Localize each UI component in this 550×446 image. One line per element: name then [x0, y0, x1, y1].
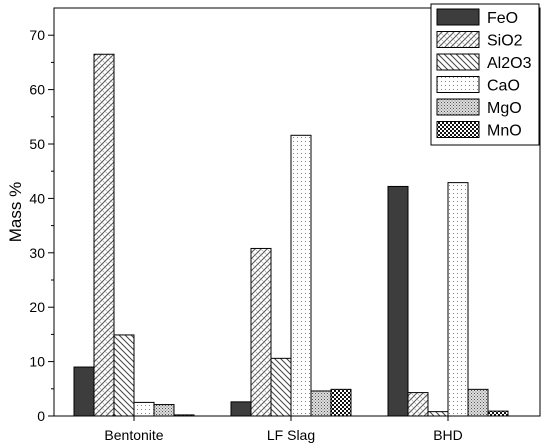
- bar-mgo-bhd: [467, 388, 489, 417]
- bar-al2o3-lf-slag: [270, 357, 292, 417]
- bar-feo-lf-slag: [230, 401, 252, 417]
- legend-label-feo: FeO: [487, 10, 518, 27]
- bar-cao-lf-slag: [290, 134, 312, 417]
- y-axis-title: Mass %: [6, 182, 25, 242]
- legend-swatch-mno: [436, 121, 480, 138]
- x-tick-label-bhd: BHD: [433, 427, 463, 443]
- y-tick-label: 10: [29, 354, 45, 370]
- legend-label-mgo: MgO: [487, 100, 522, 117]
- plot-frame: [53, 7, 541, 417]
- bar-mno-lf-slag: [330, 388, 352, 417]
- bar-sio2-lf-slag: [250, 247, 272, 417]
- legend-swatch-sio2: [436, 31, 480, 48]
- bar-feo-bentonite: [73, 366, 95, 417]
- legend-swatch-al2o3: [436, 53, 480, 71]
- legend-label-mno: MnO: [487, 123, 522, 140]
- bar-al2o3-bhd: [427, 411, 449, 417]
- y-tick-label: 30: [29, 245, 45, 261]
- bar-feo-bhd: [387, 185, 409, 417]
- axes-layer: 0 10 20 30 40 50 60 70 Bentonite LF Slag BHD Mass %: [6, 7, 541, 443]
- bar-mgo-lf-slag: [310, 390, 332, 417]
- legend-label-al2o3: Al2O3: [487, 55, 532, 72]
- legend-label-cao: CaO: [487, 78, 520, 95]
- legend: FeO SiO2 Al2O3 CaO MgO MnO: [430, 3, 540, 146]
- x-tick-label-bentonite: Bentonite: [104, 427, 163, 443]
- bar-cao-bhd: [447, 182, 469, 417]
- y-tick-label: 20: [29, 299, 45, 315]
- y-tick-label: 70: [29, 27, 45, 43]
- bar-sio2-bhd: [407, 392, 429, 417]
- legend-swatch-mgo: [436, 98, 480, 116]
- bar-mno-bhd: [487, 410, 509, 417]
- y-tick-label: 40: [29, 190, 45, 206]
- y-tick-label: 50: [29, 136, 45, 152]
- legend-label-sio2: SiO2: [487, 33, 523, 50]
- bar-mgo-bentonite: [153, 404, 175, 417]
- bar-sio2-bentonite: [93, 53, 115, 417]
- y-tick-label: 60: [29, 82, 45, 98]
- bar-cao-bentonite: [133, 401, 155, 417]
- bar-al2o3-bentonite: [113, 334, 135, 417]
- legend-swatch-cao: [436, 76, 480, 93]
- x-tick-label-lf-slag: LF Slag: [267, 427, 315, 443]
- legend-swatch-feo: [436, 8, 480, 26]
- y-tick-label: 0: [37, 408, 45, 424]
- bars-layer: [73, 53, 509, 417]
